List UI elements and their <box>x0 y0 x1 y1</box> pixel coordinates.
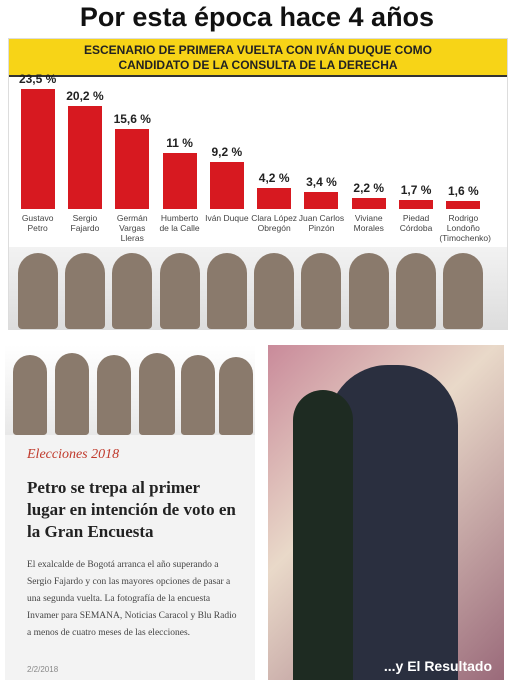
chart-panel: ESCENARIO DE PRIMERA VUELTA CON IVÁN DUQ… <box>8 38 508 330</box>
person <box>55 353 89 435</box>
category-label: Piedad Córdoba <box>399 213 433 233</box>
bar <box>162 152 197 209</box>
bar <box>257 187 292 209</box>
category-label: Germán Vargas Lleras <box>116 213 148 243</box>
category-label: Rodrigo Londoño (Timochenko) <box>439 213 491 243</box>
category-label: Iván Duque <box>205 213 249 223</box>
value-label: 1,7 % <box>400 183 432 198</box>
category-label: Gustavo Petro <box>21 213 54 233</box>
category-label: Sergio Fajardo <box>70 213 100 233</box>
value-label: 20,2 % <box>66 88 104 103</box>
value-label: 15,6 % <box>113 112 151 127</box>
candidate-photo <box>159 253 200 329</box>
bar <box>399 200 434 209</box>
category-label: Humberto de la Calle <box>159 213 200 233</box>
person <box>181 355 215 435</box>
candidate-photo <box>348 253 389 329</box>
candidate-photos <box>9 247 507 329</box>
person <box>139 353 175 435</box>
person <box>219 357 253 435</box>
person <box>293 390 353 680</box>
bar <box>304 191 339 209</box>
value-label: 4,2 % <box>258 170 290 185</box>
value-label: 9,2 % <box>211 145 243 160</box>
candidate-photo <box>396 253 437 329</box>
candidate-photo <box>206 253 247 329</box>
headline: Petro se trepa al primer lugar en intenc… <box>27 478 236 541</box>
candidate-photo <box>254 253 295 329</box>
candidate-photo <box>17 253 58 329</box>
value-label: 2,2 % <box>353 180 385 195</box>
bar <box>67 105 102 209</box>
person <box>13 355 47 435</box>
category-label: Viviane Morales <box>353 213 384 233</box>
bar <box>115 129 150 209</box>
candidate-photo <box>112 253 153 329</box>
candidate-photo <box>443 253 484 329</box>
section-label: Elecciones 2018 <box>27 447 120 462</box>
meme-title: Por esta época hace 4 años <box>79 2 435 32</box>
article-body: El exalcalde de Bogotá arranca el año su… <box>27 560 237 638</box>
chart-title: ESCENARIO DE PRIMERA VUELTA CON IVÁN DUQ… <box>9 39 507 77</box>
bar <box>351 197 386 209</box>
article-card: Elecciones 2018 Petro se trepa al primer… <box>5 345 255 680</box>
candidate-photo <box>64 253 105 329</box>
bar <box>20 89 55 209</box>
candidate-photo <box>301 253 342 329</box>
value-label: 3,4 % <box>306 174 337 189</box>
value-label: 1,6 % <box>448 183 479 198</box>
article-date: 2/2/2018 <box>27 665 59 674</box>
category-label: Clara López Obregón <box>251 213 298 233</box>
bar <box>209 162 244 209</box>
article-photo <box>5 345 255 435</box>
person <box>97 355 131 435</box>
category-label: Juan Carlos Pinzón <box>298 213 345 233</box>
value-label: 11 % <box>166 135 193 150</box>
value-label: 23,5 % <box>18 72 57 86</box>
bar <box>446 200 481 209</box>
photo-caption: ...y El Resultado <box>383 658 492 674</box>
inauguration-photo: ...y El Resultado <box>268 345 504 680</box>
